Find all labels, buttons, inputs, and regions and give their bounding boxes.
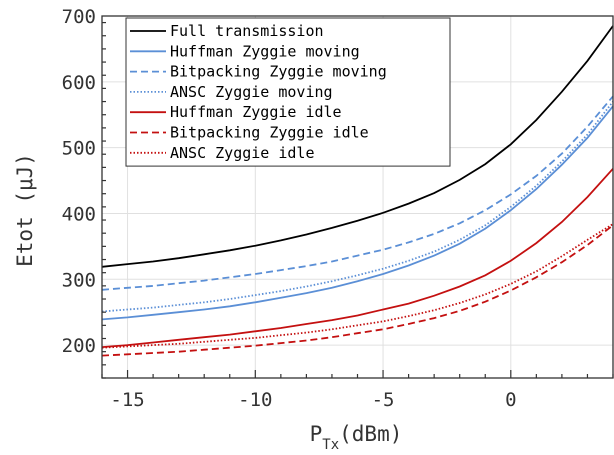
- x-axis-label: PTx(dBm): [310, 422, 403, 453]
- y-tick-label: 600: [62, 72, 96, 94]
- legend-label: Huffman Zyggie idle: [170, 103, 342, 121]
- x-tick-label: 0: [505, 389, 516, 411]
- y-tick-label: 300: [62, 269, 96, 291]
- series-line: [101, 168, 614, 348]
- series-lines: [101, 25, 614, 357]
- axis-ticks: -15 -10 -5 0 200 300 400 500 600 700: [62, 6, 614, 411]
- legend-label: Bitpacking Zyggie moving: [170, 63, 387, 81]
- x-axis-label-unit: (dBm): [339, 422, 402, 446]
- x-tick-label: -10: [238, 389, 272, 411]
- y-tick-label: 400: [62, 203, 96, 225]
- y-tick-label: 700: [62, 6, 96, 28]
- legend-label: ANSC Zyggie moving: [170, 83, 333, 101]
- legend-label: Huffman Zyggie moving: [170, 42, 360, 60]
- legend-label: Bitpacking Zyggie idle: [170, 124, 369, 142]
- series-line: [101, 95, 614, 291]
- y-tick-label: 200: [62, 335, 96, 357]
- series-line: [101, 105, 614, 321]
- legend-box: [125, 17, 451, 167]
- series-line: [101, 224, 614, 357]
- legend: Full transmission Huffman Zyggie moving Bi…: [125, 17, 451, 167]
- series-line: [101, 25, 614, 268]
- series-line: [101, 223, 614, 349]
- x-tick-label: -15: [110, 389, 144, 411]
- x-axis-label-subscript: Tx: [322, 437, 339, 453]
- x-tick-label: -5: [372, 389, 395, 411]
- y-tick-label: 500: [62, 138, 96, 160]
- legend-label: ANSC Zyggie idle: [170, 144, 315, 162]
- y-axis-label: Etot (μJ): [13, 153, 37, 267]
- legend-label: Full transmission: [170, 22, 324, 40]
- series-line: [101, 101, 614, 313]
- x-axis-label-main: P: [310, 422, 323, 446]
